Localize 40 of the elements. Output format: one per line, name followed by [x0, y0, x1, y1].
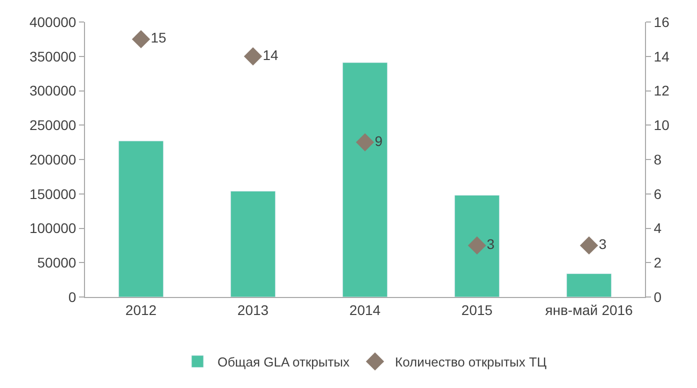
- y-tick-label: 200000: [29, 151, 76, 168]
- x-tick-label: 2015: [461, 302, 493, 318]
- point: [356, 133, 374, 152]
- y2-tick-label: 8: [654, 151, 662, 168]
- y2-tick-label: 14: [654, 48, 670, 64]
- y-tick-label: 0: [68, 288, 76, 305]
- y-tick-label: 400000: [29, 14, 76, 30]
- y2-tick-label: 0: [654, 288, 662, 305]
- point: [468, 236, 486, 255]
- y2-tick-label: 10: [654, 117, 670, 134]
- data-label: 14: [262, 46, 279, 63]
- y-tick-label: 150000: [29, 186, 76, 202]
- bar: [454, 195, 500, 297]
- y2-tick-label: 4: [654, 220, 662, 236]
- point: [132, 30, 150, 48]
- point: [244, 47, 262, 66]
- data-label: 15: [150, 30, 167, 46]
- legend-label: Количество открытых ТЦ: [395, 354, 547, 370]
- y2-tick-label: 2: [654, 254, 662, 271]
- bar: [118, 140, 164, 297]
- y-tick-label: 100000: [29, 220, 76, 236]
- x-tick-label: 2014: [349, 302, 381, 318]
- bar: [566, 273, 612, 297]
- y2-tick-label: 12: [654, 82, 670, 99]
- x-tick-label: 2012: [125, 302, 157, 318]
- x-tick-label: 2013: [237, 302, 269, 318]
- y2-tick-label: 16: [654, 14, 670, 30]
- point: [580, 236, 598, 255]
- y-tick-label: 350000: [29, 48, 76, 64]
- legend-label: Общая GLA открытых: [218, 354, 350, 370]
- y-tick-label: 50000: [37, 254, 76, 271]
- data-label: 3: [598, 236, 607, 252]
- x-tick-label: янв-май 2016: [545, 302, 634, 318]
- bar: [230, 190, 276, 297]
- y-tick-label: 300000: [29, 82, 76, 99]
- y2-tick-label: 6: [654, 186, 662, 202]
- bar: [342, 62, 388, 297]
- data-label: 9: [374, 132, 383, 149]
- y-tick-label: 250000: [29, 117, 76, 134]
- data-label: 3: [486, 236, 495, 252]
